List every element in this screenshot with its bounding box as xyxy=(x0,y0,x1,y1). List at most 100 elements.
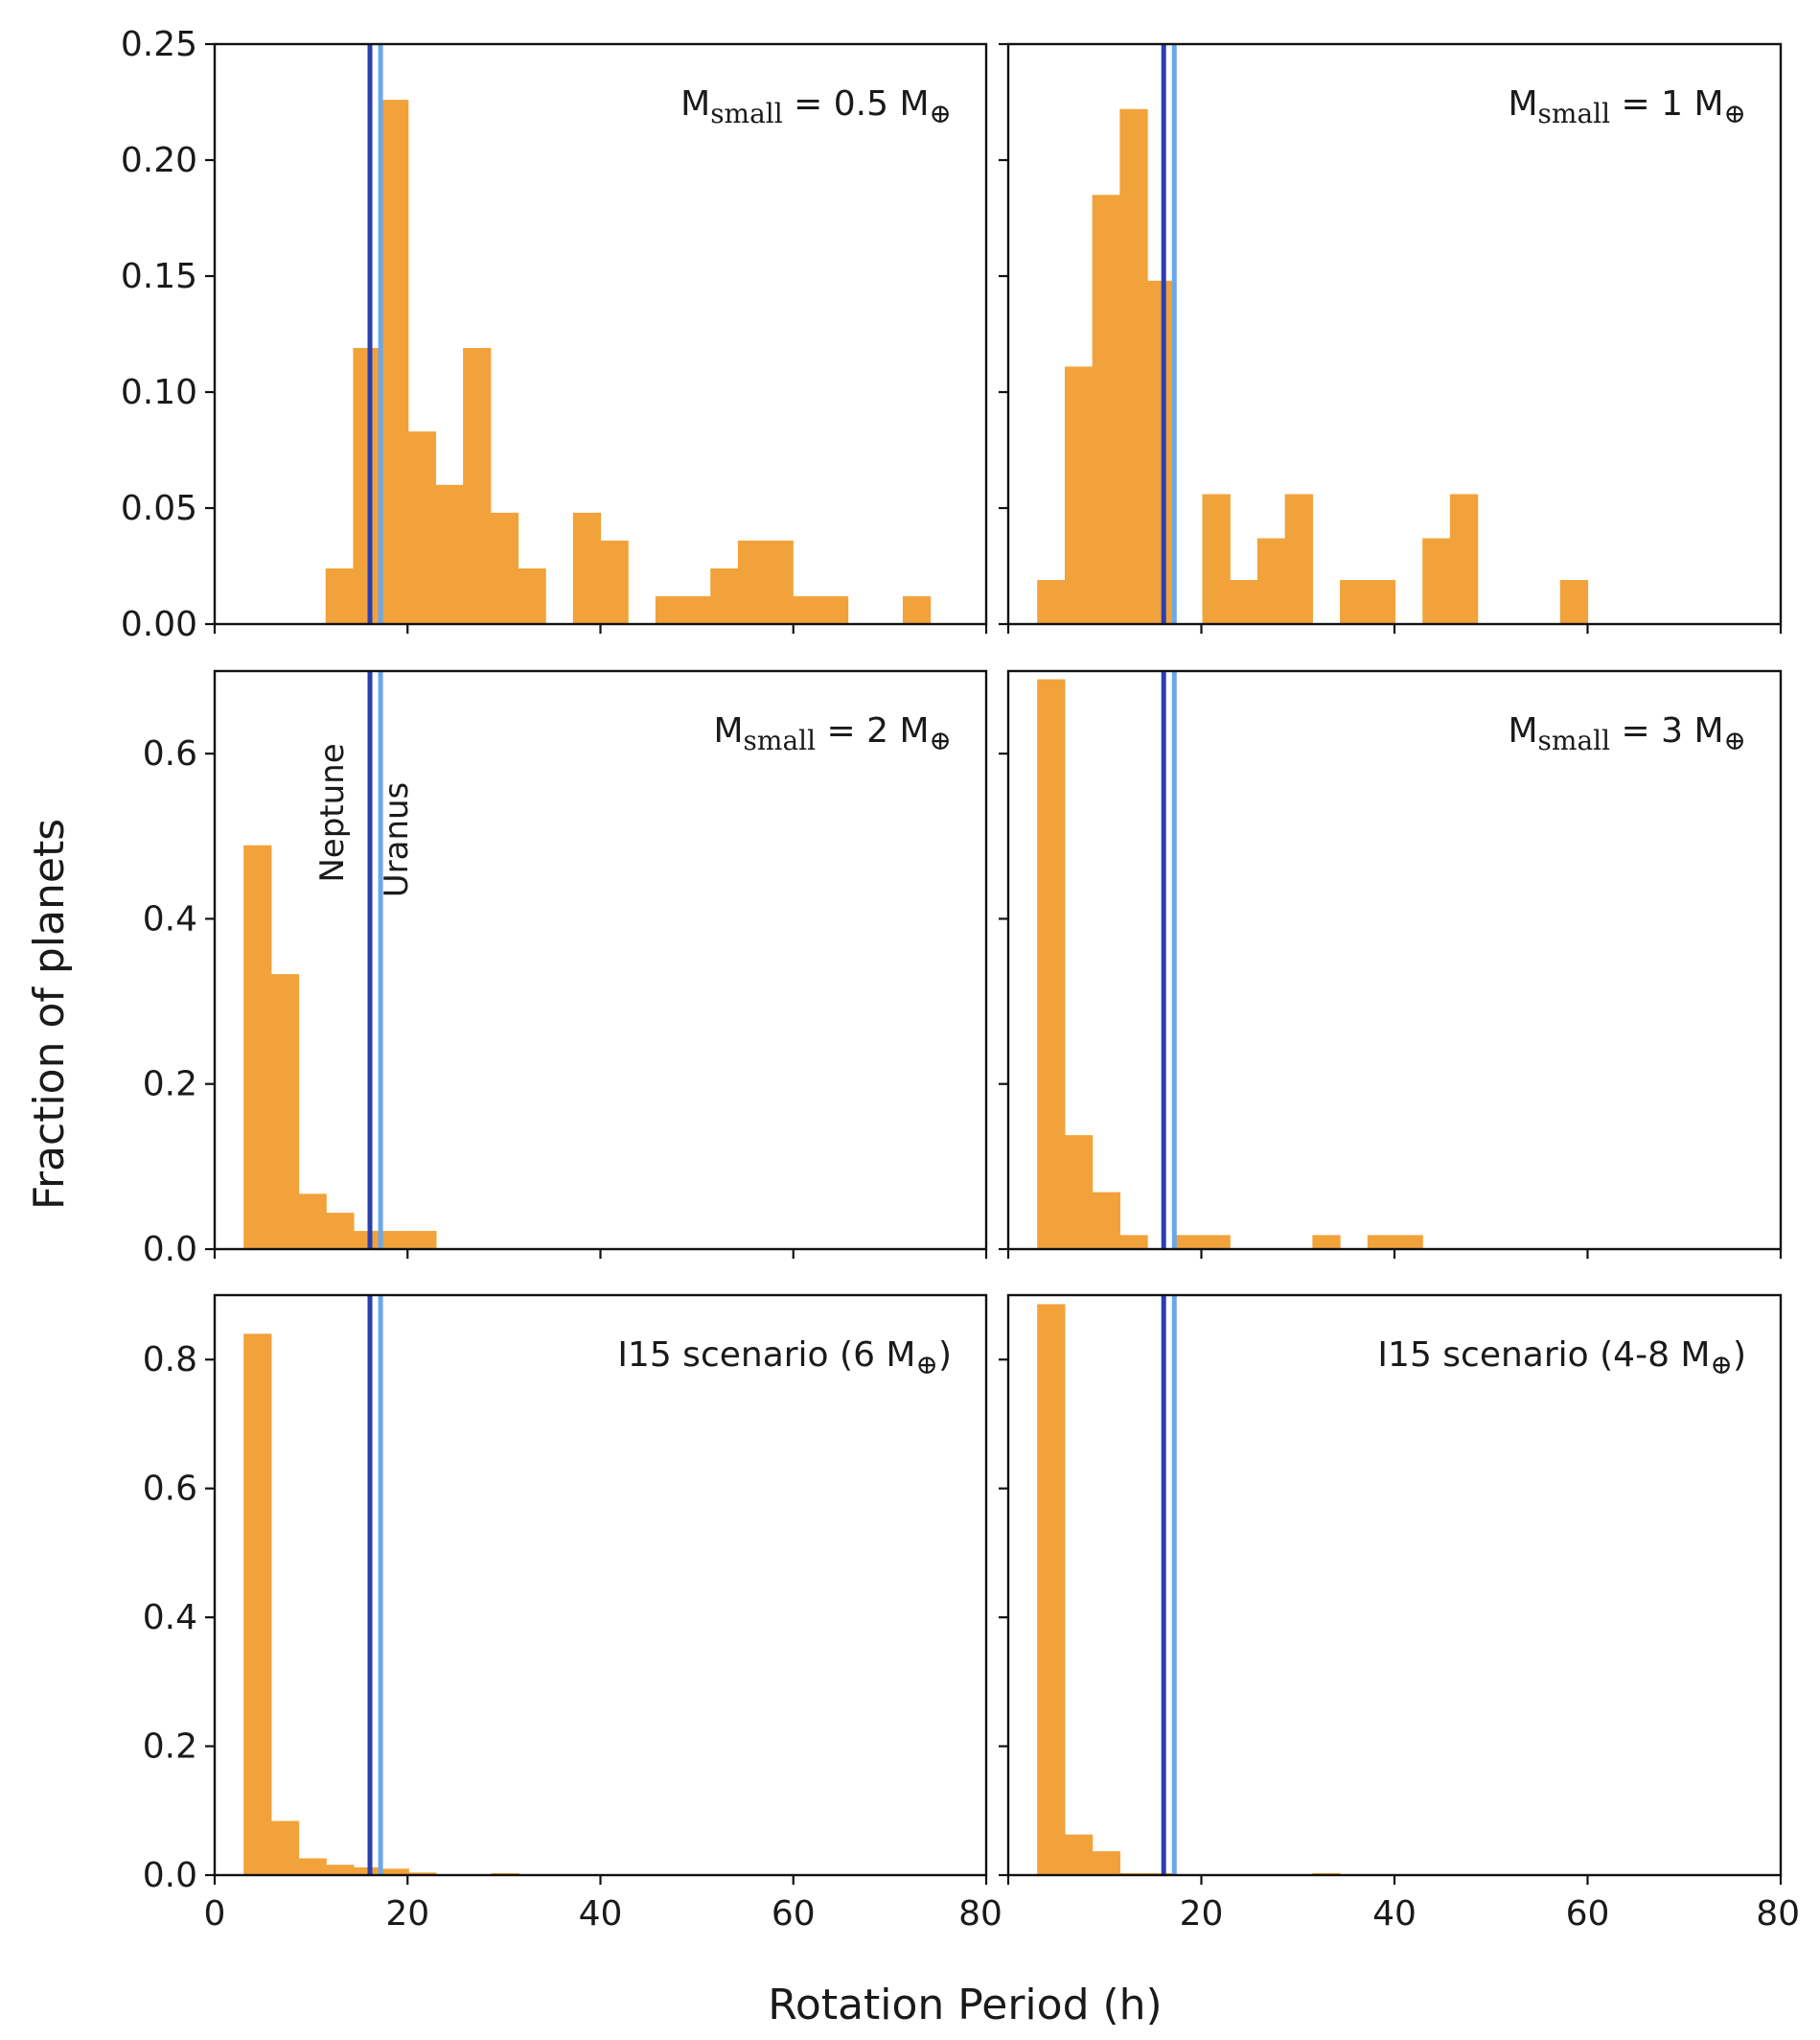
y-tick-label-top-left-0: 0.00 xyxy=(121,605,197,644)
panel-bottom-right: 20 40 60 80 I15 scenario (4-8 M⊕) xyxy=(999,1293,1800,1934)
y-tick-label-bottom-left-4: 0.8 xyxy=(143,1340,197,1379)
y-tick-label-bottom-left-3: 0.6 xyxy=(143,1470,197,1509)
panel-top-right: Msmall = 1 M⊕ xyxy=(999,42,1783,634)
bar-top-left-7 xyxy=(518,568,546,624)
y-tick-label-top-left-3: 0.15 xyxy=(121,257,197,296)
bar-top-left-12 xyxy=(710,568,739,624)
x-tick-label-bottom-right-3: 80 xyxy=(1756,1894,1800,1934)
panel-middle-right: Msmall = 3 M⊕ xyxy=(999,669,1783,1259)
bar-middle-right-8 xyxy=(1394,1235,1423,1249)
bar-bottom-left-6 xyxy=(408,1872,437,1875)
bar-top-right-10 xyxy=(1367,580,1396,624)
bar-bottom-left-0 xyxy=(243,1333,272,1875)
bar-top-left-5 xyxy=(463,348,492,624)
bar-bottom-right-1 xyxy=(1064,1834,1094,1875)
bar-top-left-16 xyxy=(819,595,849,624)
panel-annotation-bottom-left: I15 scenario (6 M⊕) xyxy=(617,1335,952,1380)
bar-top-left-11 xyxy=(682,595,711,624)
panel-annotation-middle-right: Msmall = 3 M⊕ xyxy=(1508,711,1746,756)
bar-middle-right-0 xyxy=(1037,679,1066,1249)
bar-top-right-5 xyxy=(1202,494,1231,624)
x-tick-label-bottom-left-1: 20 xyxy=(385,1894,429,1934)
y-tick-label-top-left-5: 0.25 xyxy=(121,25,197,64)
y-tick-label-bottom-left-0: 0.0 xyxy=(143,1856,197,1895)
bar-top-right-9 xyxy=(1340,580,1369,624)
axes-frame-middle-right xyxy=(1006,669,1783,1251)
panel-annotation-top-left: Msmall = 0.5 M⊕ xyxy=(680,84,952,129)
y-tick-label-middle-left-2: 0.4 xyxy=(143,899,197,939)
x-tick-label-bottom-left-4: 80 xyxy=(958,1894,1002,1934)
x-tick-label-bottom-right-1: 40 xyxy=(1372,1894,1417,1934)
y-tick-label-bottom-left-2: 0.4 xyxy=(143,1598,197,1637)
x-tick-label-bottom-right-2: 60 xyxy=(1566,1894,1610,1934)
bar-top-left-4 xyxy=(435,484,464,624)
bar-middle-left-3 xyxy=(326,1213,355,1249)
y-tick-label-bottom-left-1: 0.2 xyxy=(143,1727,197,1767)
bar-middle-left-5 xyxy=(380,1231,409,1249)
bar-top-left-3 xyxy=(407,431,437,624)
bar-top-left-8 xyxy=(572,512,602,624)
bar-top-right-7 xyxy=(1256,538,1286,624)
panel-annotation-bottom-right: I15 scenario (4-8 M⊕) xyxy=(1377,1335,1746,1380)
bar-middle-left-2 xyxy=(298,1194,327,1249)
bar-top-right-0 xyxy=(1037,580,1066,624)
bar-middle-right-7 xyxy=(1367,1235,1396,1249)
bar-bottom-left-1 xyxy=(270,1820,300,1875)
bar-bottom-left-2 xyxy=(298,1858,327,1875)
planet-label-neptune: Neptune xyxy=(313,743,352,882)
axes-frame-bottom-left xyxy=(213,1293,988,1877)
bar-middle-right-2 xyxy=(1092,1192,1120,1249)
bar-middle-right-1 xyxy=(1064,1135,1094,1249)
bar-middle-right-5 xyxy=(1202,1235,1231,1249)
panel-annotation-middle-left: Msmall = 2 M⊕ xyxy=(713,711,952,756)
panel-middle-left: 0.0 0.2 0.4 0.6 Msmall = 2 M⊕ xyxy=(143,669,988,1269)
bar-top-left-9 xyxy=(600,540,629,624)
panel-annotation-top-right: Msmall = 1 M⊕ xyxy=(1508,84,1746,129)
bar-top-left-6 xyxy=(490,512,519,624)
bar-top-right-8 xyxy=(1284,494,1313,624)
bar-top-right-11 xyxy=(1422,538,1451,624)
y-tick-label-top-left-2: 0.10 xyxy=(121,373,197,412)
bar-bottom-left-5 xyxy=(380,1868,409,1875)
bar-top-left-17 xyxy=(902,595,932,624)
x-tick-label-bottom-left-0: 0 xyxy=(204,1894,226,1934)
bar-bottom-left-3 xyxy=(326,1865,355,1875)
y-tick-label-middle-left-3: 0.6 xyxy=(143,734,197,774)
planet-label-uranus: Uranus xyxy=(378,782,416,898)
bar-middle-left-6 xyxy=(408,1231,437,1249)
bar-top-left-1 xyxy=(353,348,381,624)
y-tick-label-top-left-1: 0.05 xyxy=(121,489,197,528)
bar-middle-right-3 xyxy=(1119,1235,1148,1249)
bar-top-left-14 xyxy=(765,540,794,624)
bar-bottom-right-0 xyxy=(1037,1304,1066,1875)
bar-top-right-6 xyxy=(1230,580,1258,624)
bar-top-left-13 xyxy=(737,540,767,624)
bar-middle-left-1 xyxy=(270,974,300,1249)
y-tick-label-middle-left-1: 0.2 xyxy=(143,1065,197,1104)
bar-middle-left-0 xyxy=(243,845,272,1249)
axes-frame-bottom-right xyxy=(1006,1293,1783,1877)
bar-top-right-3 xyxy=(1119,108,1148,624)
bar-top-left-15 xyxy=(793,595,821,624)
bar-top-right-2 xyxy=(1092,195,1120,625)
bar-top-left-0 xyxy=(325,568,354,624)
bar-middle-right-4 xyxy=(1174,1235,1204,1249)
bar-top-right-1 xyxy=(1064,366,1094,624)
y-tick-label-middle-left-0: 0.0 xyxy=(143,1230,197,1269)
bar-top-left-2 xyxy=(380,100,409,624)
bar-top-right-13 xyxy=(1559,580,1589,624)
x-tick-label-bottom-left-2: 40 xyxy=(579,1894,623,1934)
panel-top-left: 0.00 0.05 0.10 0.15 0.20 0.25 Msmall = 0.5 M⊕ xyxy=(121,25,988,644)
bar-bottom-right-2 xyxy=(1092,1851,1120,1875)
x-tick-label-bottom-left-3: 60 xyxy=(772,1894,816,1934)
bar-top-left-10 xyxy=(655,595,684,624)
y-axis-title: Fraction of planets xyxy=(25,819,74,1210)
y-tick-label-top-left-4: 0.20 xyxy=(121,141,197,180)
x-tick-label-bottom-right-0: 20 xyxy=(1180,1894,1224,1934)
panel-bottom-left: 0.0 0.2 0.4 0.6 0.8 0 20 40 60 80 I15 scenario (6 … xyxy=(143,1293,1002,1934)
bar-middle-right-6 xyxy=(1312,1235,1341,1249)
x-axis-title: Rotation Period (h) xyxy=(768,1981,1162,2029)
bar-top-right-12 xyxy=(1449,494,1479,624)
